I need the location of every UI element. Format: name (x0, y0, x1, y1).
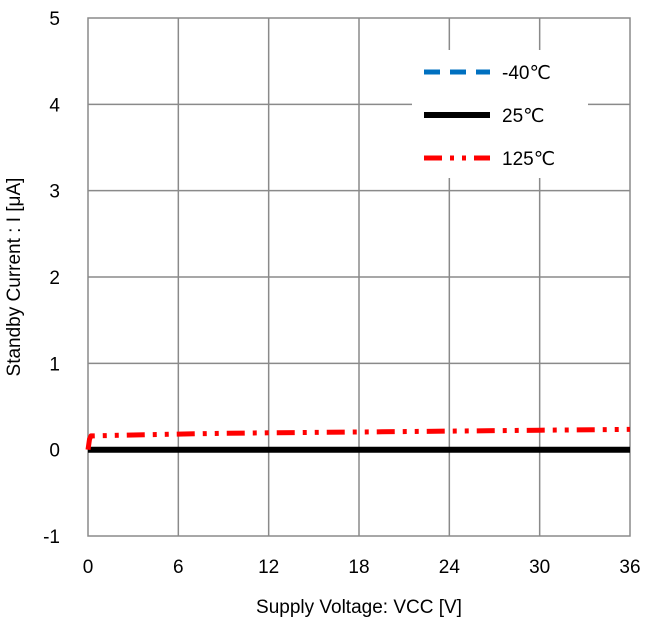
x-axis-title: Supply Voltage: VCC [V] (256, 597, 462, 618)
x-tick-label: 18 (348, 557, 369, 578)
y-tick-label: 2 (49, 268, 60, 289)
x-tick-label: 0 (83, 557, 94, 578)
x-tick-label: 6 (173, 557, 184, 578)
series-line-2 (85, 426, 631, 451)
x-tick-label: 12 (258, 557, 279, 578)
y-tick-label: 4 (49, 95, 60, 116)
y-tick-label: -1 (43, 527, 60, 548)
y-axis-title: Standby Current : I [μA] (4, 178, 25, 377)
legend-label-0: -40℃ (502, 63, 551, 84)
legend-label-1: 25℃ (502, 106, 544, 127)
x-tick-label: 30 (529, 557, 550, 578)
y-tick-label: 5 (49, 9, 60, 30)
series-layer (85, 426, 631, 453)
x-tick-label: 36 (619, 557, 640, 578)
x-tick-label: 24 (439, 557, 461, 578)
y-tick-label: 3 (49, 182, 60, 203)
legend-label-2: 125℃ (502, 149, 555, 170)
y-tick-label: 1 (49, 354, 60, 375)
legend: -40℃ 25℃ 125℃ (412, 50, 588, 178)
y-tick-label: 0 (49, 441, 60, 462)
